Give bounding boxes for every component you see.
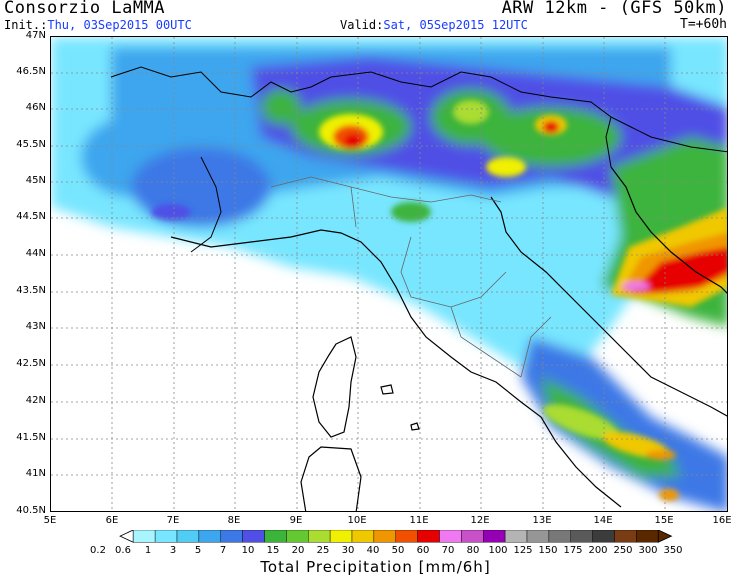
lat-tick: 47N: [25, 30, 46, 41]
colorbar-label: 60: [416, 545, 430, 556]
regional-borders: [270, 176, 552, 378]
header-model-title: ARW 12km - (GFS 50km): [501, 0, 727, 18]
colorbar-label: 125: [513, 545, 533, 556]
lon-tick: 8E: [227, 515, 241, 526]
colorbar-cell: [176, 530, 200, 543]
lat-tick: 41N: [25, 468, 46, 479]
lon-tick: 15E: [654, 515, 674, 526]
colorbar-cell: [220, 530, 243, 543]
lat-tick: 43N: [25, 321, 46, 332]
colorbar-title: Total Precipitation [mm/6h]: [260, 558, 491, 576]
colorbar-cell: [329, 530, 353, 543]
colorbar-cell: [351, 530, 375, 543]
coastlines: [170, 166, 727, 511]
lat-tick: 45N: [25, 175, 46, 186]
colorbar-cell: [264, 530, 287, 543]
colorbar-label: 25: [316, 545, 330, 556]
colorbar-label: 70: [441, 545, 455, 556]
colorbar-label: 1: [144, 545, 152, 556]
lon-tick: 6E: [105, 515, 119, 526]
lon-tick: 11E: [409, 515, 429, 526]
valid-value: Sat, 05Sep2015 12UTC: [383, 18, 528, 32]
init-line: Init.:Thu, 03Sep2015 00UTC: [4, 18, 192, 32]
colorbar-cell: [133, 530, 156, 543]
colorbar-label: 80: [466, 545, 480, 556]
colorbar-cell: [417, 530, 440, 543]
colorbar-label: 3: [169, 545, 177, 556]
colorbar-label: 350: [663, 545, 683, 556]
lat-tick: 44N: [25, 248, 46, 259]
colorbar-label: 30: [341, 545, 355, 556]
valid-line: Valid:Sat, 05Sep2015 12UTC: [340, 18, 528, 32]
map-canvas: [51, 37, 727, 511]
colorbar-label: 200: [588, 545, 608, 556]
colorbar-cell: [636, 530, 659, 543]
colorbar-cell: [548, 530, 571, 543]
lon-tick: 9E: [289, 515, 303, 526]
colorbar-label: 175: [563, 545, 583, 556]
colorbar-cell: [614, 530, 637, 543]
colorbar-cell: [242, 530, 265, 543]
colorbar-cell: [439, 530, 462, 543]
colorbar-cell: [570, 530, 593, 543]
lon-tick: 14E: [593, 515, 613, 526]
lon-tick: 5E: [43, 515, 57, 526]
colorbar-label: 40: [366, 545, 380, 556]
colorbar-high-arrow: [657, 530, 673, 543]
colorbar-cell: [526, 530, 550, 543]
lat-tick: 43.5N: [16, 285, 46, 296]
colorbar-cells: [119, 530, 673, 543]
colorbar-label: 15: [266, 545, 280, 556]
colorbar-label: 5: [194, 545, 202, 556]
colorbar-label: 0.2: [90, 545, 106, 556]
colorbar-cell: [461, 530, 484, 543]
colorbar-low-arrow: [119, 530, 134, 543]
init-value: Thu, 03Sep2015 00UTC: [47, 18, 192, 32]
lon-tick: 13E: [532, 515, 552, 526]
colorbar-label: 100: [488, 545, 508, 556]
colorbar-label: 300: [638, 545, 658, 556]
colorbar-cell: [286, 530, 309, 543]
precipitation-map: [50, 36, 728, 512]
colorbar-cell: [395, 530, 418, 543]
init-label: Init.:: [4, 18, 48, 32]
colorbar-cell: [373, 530, 396, 543]
valid-label: Valid:: [340, 18, 384, 32]
colorbar-cell: [592, 530, 615, 543]
colorbar-cell: [504, 530, 528, 543]
lat-tick: 46.5N: [16, 66, 46, 77]
header-org-title: Consorzio LaMMA: [4, 0, 166, 18]
colorbar-label: 10: [241, 545, 255, 556]
colorbar-label: 150: [538, 545, 558, 556]
precipitation-colorbar: [119, 530, 673, 543]
precipitation-field: [51, 37, 727, 511]
lat-tick: 41.5N: [16, 432, 46, 443]
colorbar-label: 20: [291, 545, 305, 556]
colorbar-cell: [198, 530, 221, 543]
lat-tick: 40.5N: [16, 505, 46, 516]
lat-tick: 46N: [25, 102, 46, 113]
colorbar-label: 0.6: [115, 545, 131, 556]
national-borders: [110, 66, 727, 253]
colorbar-label: 50: [391, 545, 405, 556]
colorbar-label: 7: [219, 545, 227, 556]
lead-time: T=+60h: [680, 17, 727, 32]
lat-tick: 42N: [25, 395, 46, 406]
lon-tick: 7E: [166, 515, 180, 526]
lat-tick: 44.5N: [16, 211, 46, 222]
lat-lon-gridlines: [51, 37, 727, 511]
lon-tick: 16E: [712, 515, 732, 526]
colorbar-cell: [154, 530, 178, 543]
colorbar-label: 250: [613, 545, 633, 556]
lat-tick: 45.5N: [16, 139, 46, 150]
lon-tick: 12E: [470, 515, 490, 526]
colorbar-cell: [483, 530, 506, 543]
colorbar-cell: [308, 530, 331, 543]
lon-tick: 10E: [347, 515, 367, 526]
lat-tick: 42.5N: [16, 358, 46, 369]
